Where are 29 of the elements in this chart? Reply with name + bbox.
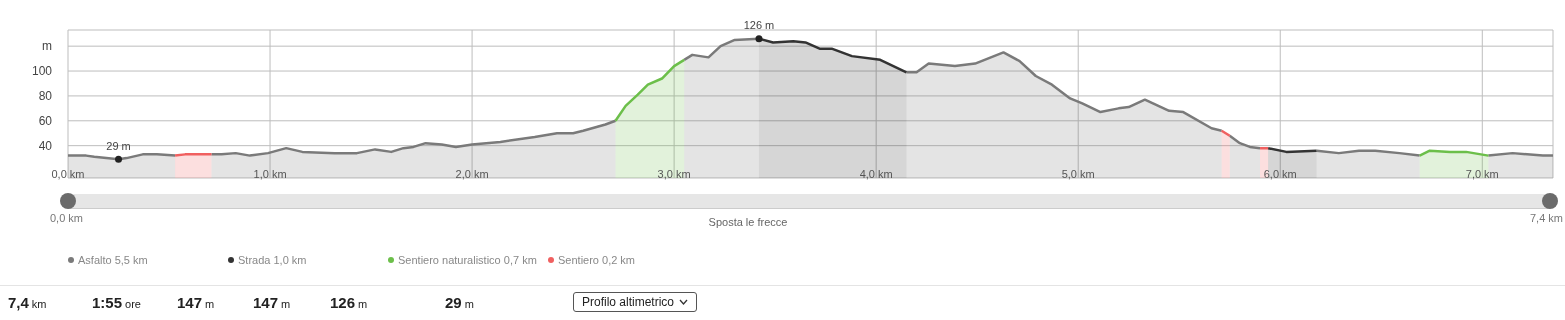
annotation: 126 m bbox=[743, 19, 775, 32]
x-tick-label: 7,0 km bbox=[1465, 168, 1499, 180]
y-tick-label: 40 bbox=[38, 138, 53, 153]
legend-label: Sentiero naturalistico 0,7 km bbox=[398, 254, 537, 266]
text: 7,4 km bbox=[1529, 212, 1563, 224]
y-tick-label: 100 bbox=[31, 64, 53, 79]
x-tick-label: 2,0 km bbox=[455, 168, 489, 180]
x-tick-label: 6,0 km bbox=[1263, 168, 1297, 180]
x-tick-label: 4,0 km bbox=[859, 168, 893, 180]
text: Sposta le frecce bbox=[707, 216, 789, 228]
y-tick-label: 60 bbox=[38, 113, 53, 128]
x-tick-label: 3,0 km bbox=[657, 168, 691, 180]
y-tick-label: m bbox=[42, 39, 52, 54]
x-tick-label: 0,0 km bbox=[51, 168, 85, 180]
text: 1:55 ore bbox=[92, 294, 141, 311]
legend-label: Strada 1,0 km bbox=[238, 254, 307, 266]
x-tick-label: 1,0 km bbox=[253, 168, 287, 180]
text: 126 m bbox=[330, 294, 368, 311]
annotation: 29 m bbox=[106, 139, 131, 152]
text: 7,4 km bbox=[8, 294, 47, 311]
text: Profilo altimetrico bbox=[582, 295, 675, 309]
text: 0,0 km bbox=[50, 212, 84, 224]
x-tick-label: 5,0 km bbox=[1061, 168, 1095, 180]
text: 147 m bbox=[253, 294, 291, 311]
text: 29 m bbox=[445, 294, 474, 311]
text: 147 m bbox=[177, 294, 215, 311]
legend-label: Asfalto 5,5 km bbox=[78, 254, 148, 266]
legend-label: Sentiero 0,2 km bbox=[558, 254, 636, 266]
y-tick-label: 80 bbox=[38, 88, 53, 103]
